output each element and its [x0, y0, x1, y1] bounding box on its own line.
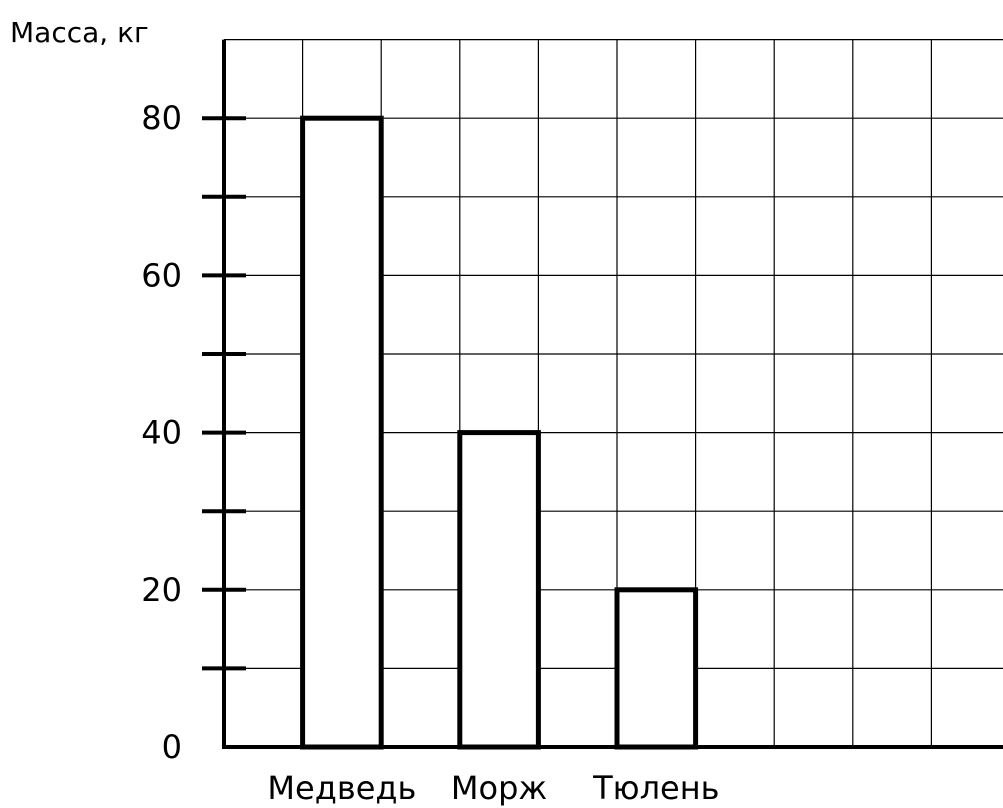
- x-category-label: Тюлень: [592, 769, 719, 807]
- y-axis-label: Масса, кг: [10, 16, 149, 49]
- y-tick-label: 40: [141, 414, 182, 452]
- x-category-label: Морж: [451, 769, 547, 807]
- y-tick-labels: 0 20 40 60 80: [141, 99, 182, 766]
- y-tick-label: 80: [141, 99, 182, 137]
- y-tick-label: 0: [162, 728, 182, 766]
- x-category-label: Медведь: [267, 769, 416, 807]
- bar: [614, 587, 699, 750]
- y-tick-label: 20: [141, 571, 182, 609]
- bar: [300, 115, 384, 750]
- bar: [457, 430, 541, 750]
- y-tick-label: 60: [141, 256, 182, 294]
- x-category-labels: Медведь Морж Тюлень: [267, 769, 719, 807]
